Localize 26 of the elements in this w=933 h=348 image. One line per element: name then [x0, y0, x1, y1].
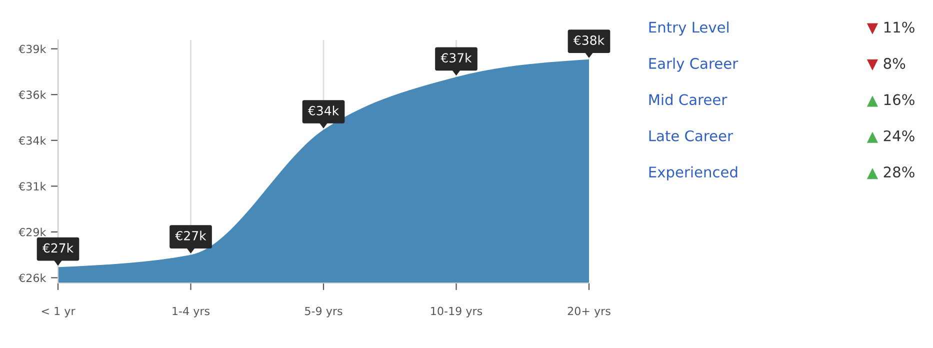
category-label: Experienced: [649, 166, 738, 180]
x-tick-label: 20+ yrs: [568, 306, 610, 318]
x-tick-label: < 1 yr: [42, 306, 76, 318]
x-tick-label: 1-4 yrs: [172, 306, 210, 318]
data-label: €37k: [440, 52, 472, 63]
x-tick-label: 5-9 yrs: [305, 306, 342, 318]
text: ▼ 8%: [866, 58, 906, 71]
data-label: €34k: [308, 106, 340, 116]
x-tick-label: 10-19 yrs: [431, 306, 482, 318]
category-label: Early Career: [649, 58, 738, 72]
text: ▼ 11%: [866, 22, 914, 34]
y-tick-label: €34k: [18, 136, 46, 145]
text: ▲ 28%: [866, 166, 914, 180]
data-label: €38k: [573, 35, 605, 45]
y-tick-label: €29k: [18, 228, 46, 236]
data-label: €27k: [42, 243, 74, 253]
data-label: €27k: [175, 230, 206, 240]
y-tick-label: €31k: [18, 182, 46, 191]
y-tick-label: €39k: [18, 44, 46, 54]
category-label: Late Career: [649, 130, 734, 142]
category-label: Entry Level: [649, 21, 728, 36]
text: ▲ 24%: [866, 130, 914, 143]
y-tick-label: €26k: [18, 273, 46, 282]
y-tick-label: €36k: [18, 90, 46, 99]
text: ▲ 16%: [866, 94, 914, 107]
category-label: Mid Career: [649, 94, 728, 106]
